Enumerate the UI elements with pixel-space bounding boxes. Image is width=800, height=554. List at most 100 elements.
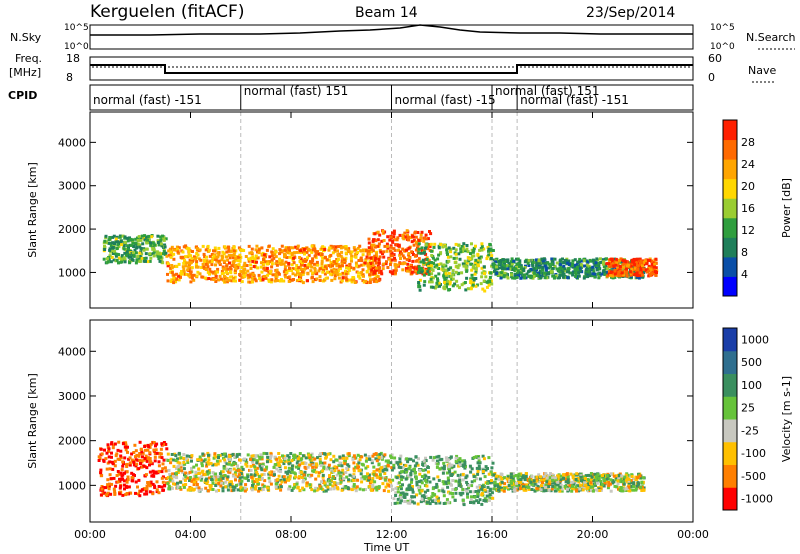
echo-cell bbox=[393, 258, 397, 262]
echo-cell bbox=[588, 274, 592, 278]
echo-cell bbox=[407, 259, 411, 262]
echo-cell bbox=[103, 248, 107, 251]
echo-cell bbox=[372, 271, 376, 275]
echo-cell bbox=[417, 270, 420, 274]
echo-cell bbox=[112, 258, 116, 262]
echo-cell bbox=[592, 475, 596, 479]
echo-cell bbox=[461, 472, 465, 476]
echo-cell bbox=[446, 253, 449, 256]
echo-cell bbox=[154, 448, 158, 452]
echo-cell bbox=[161, 252, 165, 256]
echo-cell bbox=[482, 247, 486, 251]
echo-cell bbox=[151, 247, 155, 251]
echo-cell bbox=[442, 467, 446, 471]
echo-cell bbox=[604, 267, 608, 271]
echo-cell bbox=[575, 265, 579, 269]
echo-cell bbox=[142, 458, 146, 462]
echo-cell bbox=[616, 482, 620, 486]
echo-cell bbox=[347, 478, 351, 482]
echo-cell bbox=[641, 476, 645, 480]
echo-cell bbox=[323, 461, 327, 465]
echo-cell bbox=[306, 266, 309, 270]
echo-cell bbox=[224, 480, 228, 484]
echo-cell bbox=[389, 260, 393, 264]
echo-cell bbox=[499, 472, 503, 476]
echo-cell bbox=[114, 237, 118, 241]
echo-cell bbox=[145, 487, 149, 491]
echo-cell bbox=[298, 452, 302, 455]
echo-cell bbox=[253, 456, 257, 460]
echo-cell bbox=[411, 485, 414, 488]
echo-cell bbox=[564, 477, 568, 481]
echo-cell bbox=[430, 495, 434, 499]
echo-cell bbox=[170, 476, 174, 480]
echo-cell bbox=[566, 267, 570, 271]
echo-cell bbox=[288, 474, 292, 478]
echo-cell bbox=[187, 267, 191, 271]
echo-cell bbox=[260, 253, 264, 257]
echo-cell bbox=[174, 454, 178, 458]
echo-cell bbox=[313, 270, 317, 274]
echo-cell bbox=[410, 480, 413, 484]
echo-cell bbox=[231, 474, 235, 478]
echo-cell bbox=[108, 467, 112, 471]
echo-cell bbox=[465, 474, 469, 478]
echo-cell bbox=[573, 268, 577, 272]
echo-cell bbox=[334, 483, 338, 487]
echo-cell bbox=[633, 266, 637, 270]
echo-cell bbox=[108, 248, 112, 252]
echo-cell bbox=[297, 266, 301, 270]
echo-cell bbox=[238, 458, 242, 462]
echo-cell bbox=[622, 262, 626, 266]
echo-cell bbox=[319, 452, 322, 456]
echo-cell bbox=[238, 273, 242, 276]
echo-cell bbox=[577, 274, 581, 278]
echo-cell bbox=[563, 267, 567, 271]
echo-cell bbox=[320, 259, 324, 263]
echo-cell bbox=[262, 275, 266, 278]
echo-cell bbox=[155, 250, 159, 254]
echo-cell bbox=[125, 465, 129, 468]
echo-cell bbox=[149, 243, 153, 247]
echo-cell bbox=[110, 451, 113, 455]
echo-cell bbox=[176, 481, 179, 485]
echo-cell bbox=[249, 473, 253, 477]
echo-cell bbox=[226, 475, 230, 479]
echo-cell bbox=[553, 482, 557, 486]
echo-cell bbox=[367, 478, 371, 482]
echo-cell bbox=[362, 263, 366, 267]
echo-cell bbox=[372, 238, 376, 242]
echo-cell bbox=[608, 272, 612, 276]
echo-cell bbox=[618, 274, 622, 278]
echo-cell bbox=[207, 471, 211, 475]
echo-cell bbox=[357, 264, 361, 268]
echo-cell bbox=[251, 260, 255, 263]
echo-cell bbox=[239, 472, 243, 476]
echo-cell bbox=[136, 239, 140, 242]
echo-cell bbox=[630, 473, 634, 477]
echo-cell bbox=[501, 264, 504, 268]
echo-cell bbox=[302, 473, 306, 477]
echo-cell bbox=[103, 448, 106, 452]
echo-cell bbox=[423, 246, 427, 250]
echo-cell bbox=[367, 241, 371, 245]
echo-cell bbox=[435, 455, 439, 459]
echo-cell bbox=[282, 454, 286, 458]
echo-cell bbox=[346, 271, 350, 275]
echo-cell bbox=[506, 260, 510, 264]
echo-cell bbox=[469, 262, 473, 266]
echo-cell bbox=[451, 487, 455, 491]
echo-cell bbox=[206, 460, 210, 464]
echo-cell bbox=[418, 288, 422, 292]
echo-cell bbox=[210, 277, 213, 281]
echo-cell bbox=[555, 483, 559, 487]
echo-cell bbox=[635, 484, 639, 488]
echo-cell bbox=[211, 463, 215, 467]
echo-cell bbox=[414, 269, 418, 273]
echo-cell bbox=[510, 257, 514, 261]
echo-cell bbox=[290, 488, 294, 492]
echo-cell bbox=[227, 245, 231, 249]
echo-cell bbox=[378, 255, 382, 259]
echo-cell bbox=[108, 247, 112, 251]
